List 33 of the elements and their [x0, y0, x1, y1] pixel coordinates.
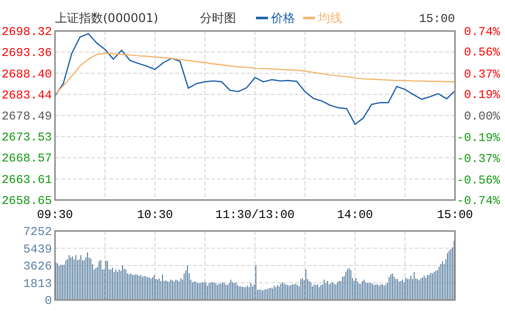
- y2-tick-label: -0.37%: [456, 152, 501, 166]
- y-tick-label: 2698.32: [2, 25, 52, 39]
- y-tick-label: 2663.61: [2, 172, 52, 187]
- x-tick-label: 14:00: [336, 208, 374, 222]
- y-tick-label: 2658.65: [2, 194, 52, 208]
- y2-tick-label: 0.56%: [464, 46, 501, 60]
- x-tick-label: 09:30: [36, 208, 74, 222]
- y-tick-label: 2683.44: [2, 88, 52, 102]
- y-tick-label: 2673.53: [2, 130, 52, 145]
- legend-label: 均线: [317, 11, 342, 25]
- y-tick-label: 2668.57: [2, 152, 52, 166]
- y2-tick-label: 0.00%: [464, 110, 501, 124]
- y2-tick-label: 0.19%: [464, 88, 501, 102]
- legend-label: 价格: [270, 11, 295, 25]
- y-tick-label: 1813: [23, 276, 52, 291]
- x-tick-label: 15:00: [436, 208, 474, 222]
- y-tick-label: 7252: [23, 225, 52, 239]
- y-tick-label: 2688.40: [2, 67, 52, 82]
- x-tick-label: 11:30/13:00: [215, 208, 295, 222]
- y-tick-label: 3626: [23, 260, 52, 274]
- y2-tick-label: -0.56%: [456, 173, 501, 188]
- text: 15:00: [418, 12, 455, 26]
- y-tick-label: 2693.36: [2, 46, 52, 60]
- x-tick-label: 10:30: [136, 208, 174, 222]
- y2-tick-label: 0.37%: [464, 67, 501, 82]
- chart-title: 上证指数(000001): [55, 11, 158, 25]
- y-tick-label: 0: [44, 294, 52, 308]
- y-tick-label: 2678.49: [2, 109, 52, 124]
- y-tick-label: 5439: [23, 242, 52, 256]
- chart-subtitle: 分时图: [200, 11, 236, 25]
- y2-tick-label: 0.74%: [464, 25, 501, 39]
- y2-tick-label: -0.74%: [456, 194, 501, 208]
- y2-tick-label: -0.19%: [456, 131, 501, 146]
